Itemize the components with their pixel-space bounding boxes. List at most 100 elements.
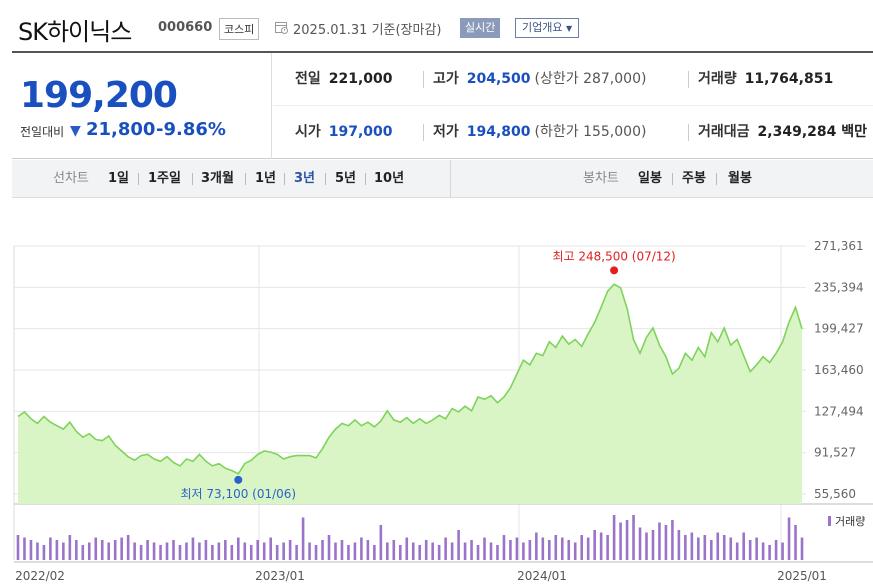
volume-bar	[671, 520, 674, 560]
volume-bar	[165, 542, 169, 560]
volume-bar	[68, 535, 72, 560]
volume-bar	[411, 542, 415, 560]
volume-bar	[107, 542, 111, 560]
volume-bar	[677, 530, 681, 560]
volume-bar	[243, 542, 247, 560]
volume-bar	[580, 535, 584, 560]
volume-bar	[612, 515, 616, 560]
stock-name: SK하이닉스	[18, 18, 132, 46]
period-10y[interactable]: 10년	[374, 171, 405, 186]
volume-bar	[16, 535, 20, 560]
volume-stat: 거래량 11,764,851	[698, 53, 833, 106]
volume-bar	[548, 540, 551, 560]
volume-legend-label: 거래량	[835, 515, 865, 528]
divider	[138, 173, 139, 185]
divider	[450, 160, 451, 198]
max-annotation: 최고 248,500 (07/12)	[552, 249, 675, 263]
volume-bar	[444, 537, 447, 560]
volume-bar	[632, 515, 635, 560]
volume-bar	[288, 540, 292, 560]
stock-header: SK하이닉스 000660 코스피 2025.01.31 기준(장마감) 실시간…	[0, 0, 873, 50]
divider	[192, 173, 193, 185]
period-3y[interactable]: 3년	[294, 171, 316, 186]
volume-bar	[269, 537, 272, 560]
divider	[423, 124, 424, 141]
divider	[325, 173, 326, 185]
volume-bar	[230, 545, 234, 560]
volume-bar	[483, 537, 486, 560]
volume-value: 11,764,851	[744, 71, 834, 87]
volume-bar	[787, 517, 791, 560]
volume-bar	[658, 522, 661, 560]
volume-bar	[94, 537, 98, 560]
volume-bar	[697, 537, 700, 560]
company-overview-button[interactable]: 기업개요 ▼	[515, 18, 580, 38]
calendar-icon	[275, 22, 288, 34]
volume-bar	[120, 537, 123, 560]
price-chart[interactable]: 271,361 235,394 199,427 163,460 127,494 91,52…	[0, 230, 873, 588]
y-tick-label: 235,394	[814, 280, 864, 294]
volume-bar	[722, 535, 726, 560]
y-tick-label: 55,560	[814, 487, 856, 501]
volume-bar	[360, 537, 363, 560]
high-value: 204,500	[466, 71, 531, 87]
volume-bar	[781, 542, 784, 560]
volume-bar	[742, 532, 745, 560]
prev-close-value: 221,000	[328, 71, 393, 87]
volume-bar	[573, 542, 577, 560]
min-annotation: 최저 73,100 (01/06)	[180, 487, 296, 501]
price-chart-svg[interactable]: 271,361 235,394 199,427 163,460 127,494 91,52…	[0, 230, 873, 588]
volume-bar	[366, 540, 370, 560]
volume-bar	[755, 537, 758, 560]
volume-bar	[735, 542, 739, 560]
volume-bar	[431, 542, 434, 560]
volume-bar	[100, 540, 104, 560]
volume-bar	[282, 542, 285, 560]
volume-bar	[152, 542, 156, 560]
volume-bar	[236, 537, 240, 560]
low-stat: 저가 194,800 (하한가 155,000)	[433, 106, 646, 159]
volume-bar	[49, 537, 52, 560]
stats-grid: 전일 221,000 고가 204,500 (상한가 287,000) 거래량 11,7…	[273, 53, 873, 159]
period-5y[interactable]: 5년	[335, 171, 357, 186]
volume-bar	[308, 542, 311, 560]
period-1y[interactable]: 1년	[255, 171, 277, 186]
volume-bar	[172, 540, 175, 560]
period-1w[interactable]: 1주일	[148, 171, 181, 186]
volume-bar	[794, 525, 797, 560]
volume-bar	[496, 545, 499, 560]
volume-bar	[275, 545, 279, 560]
volume-bar	[554, 535, 558, 560]
volume-bar	[191, 537, 195, 560]
volume-bar	[373, 545, 376, 560]
volume-bar	[489, 542, 493, 560]
volume-bar	[638, 527, 642, 560]
market-badge: 코스피	[219, 18, 260, 40]
volume-bar	[470, 540, 473, 560]
volume-bar	[774, 540, 778, 560]
volume-bar	[664, 525, 668, 560]
volume-bar	[36, 542, 39, 560]
volume-bar	[113, 540, 117, 560]
open-value: 197,000	[328, 124, 393, 140]
candle-weekly[interactable]: 주봉	[682, 171, 706, 186]
chart-toolbar: 선차트 1일 1주일 3개월 1년 3년 5년 10년 봉차트 일봉 주봉 월봉	[12, 160, 873, 198]
candle-monthly[interactable]: 월봉	[728, 171, 752, 186]
period-1d[interactable]: 1일	[108, 171, 130, 186]
period-3m[interactable]: 3개월	[201, 171, 234, 186]
line-chart-label: 선차트	[53, 171, 89, 186]
volume-bar	[392, 540, 396, 560]
divider	[672, 173, 673, 185]
realtime-button[interactable]: 실시간	[460, 18, 501, 38]
volume-bar	[405, 537, 409, 560]
volume-bar	[651, 530, 655, 560]
volume-bar	[55, 540, 59, 560]
volume-bar	[29, 540, 33, 560]
trade-value-stat: 거래대금 2,349,284 백만	[698, 106, 867, 159]
volume-bar	[729, 537, 733, 560]
volume-bar	[748, 540, 752, 560]
volume-label: 거래량	[698, 71, 737, 87]
divider	[688, 124, 689, 141]
candle-daily[interactable]: 일봉	[638, 171, 662, 186]
date-text: 2025.01.31 기준(장마감)	[293, 23, 442, 38]
